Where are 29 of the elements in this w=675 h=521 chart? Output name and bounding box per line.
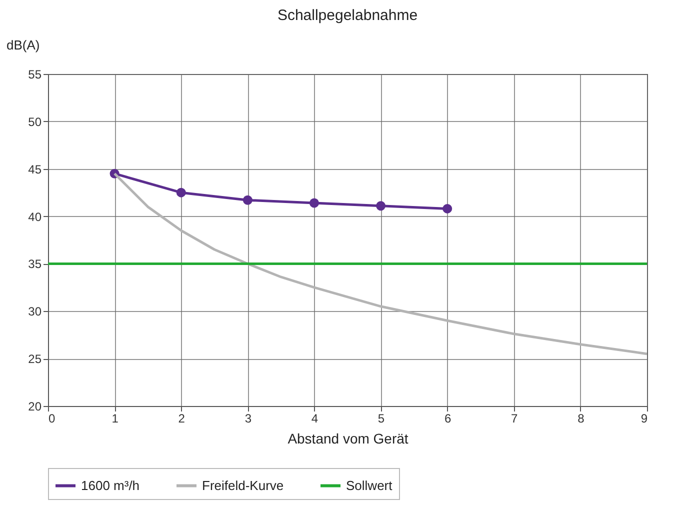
legend-label: Sollwert [346,478,393,493]
point [242,195,252,205]
x-tick-label: 7 [511,412,518,426]
legend-label: Freifeld-Kurve [202,478,284,493]
y-tick-label: 30 [28,304,42,319]
x-tick-label: 1 [112,412,119,426]
y-tick-label: 35 [28,257,42,272]
x-tick-label: 3 [244,412,252,426]
x-tick-label: 2 [178,412,186,426]
y-tick-label: 45 [28,162,42,176]
x-tick-label: 6 [444,412,452,426]
y-tick-label: 40 [28,210,42,224]
legend-label: 1600 m³/h [81,478,140,493]
chart-title: Schallpegelabnahme [277,7,418,24]
point [309,198,319,208]
y-tick-label: 25 [28,352,42,366]
y-tick-label: 55 [28,68,42,82]
y-axis-title: dB(A) [6,38,40,52]
x-tick-label: 5 [378,412,385,426]
point [176,188,186,198]
x-tick-label: 4 [311,412,318,426]
y-tick-label: 20 [28,400,42,414]
x-axis-title: Abstand vom Gerät [288,430,408,446]
point [442,204,452,214]
point [376,201,386,211]
x-tick-label: 8 [578,412,585,426]
y-tick-label: 50 [28,114,42,129]
x-tick-label: 9 [640,412,648,426]
x-tick-label: 0 [48,412,56,426]
